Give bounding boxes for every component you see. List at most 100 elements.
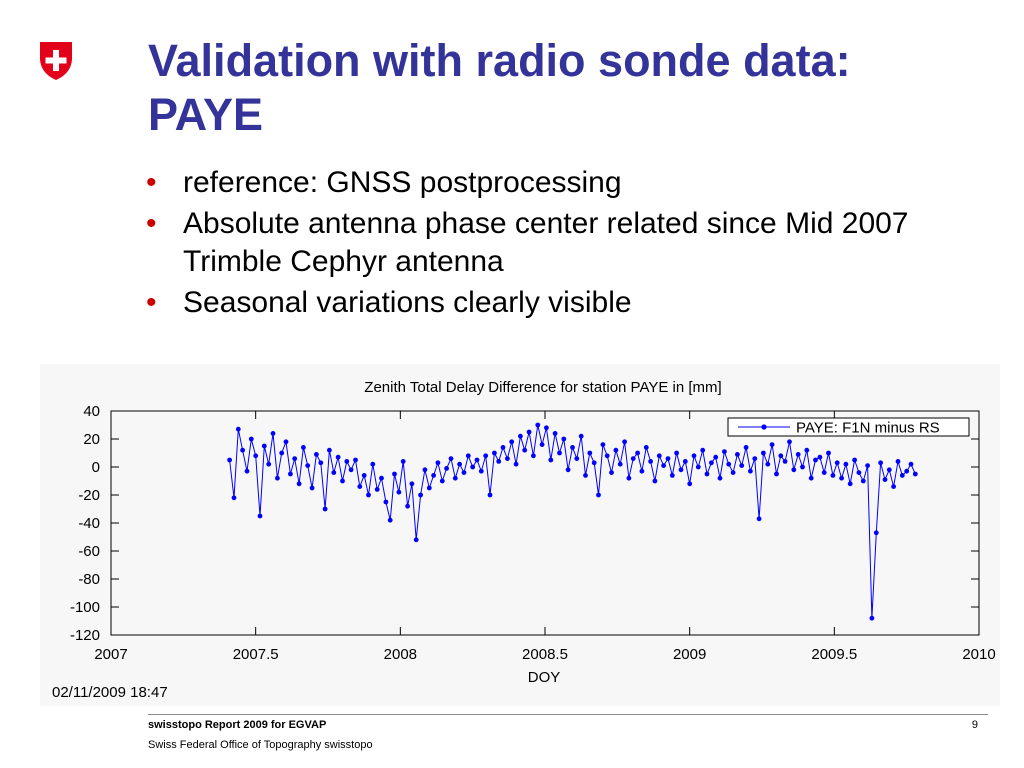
data-point bbox=[678, 467, 684, 473]
data-point bbox=[852, 457, 857, 463]
data-point bbox=[665, 456, 671, 461]
data-point bbox=[691, 453, 697, 459]
plot-timestamp: 02/11/2009 18:47 bbox=[52, 684, 168, 701]
data-point bbox=[778, 453, 784, 459]
data-point bbox=[279, 450, 285, 456]
data-point bbox=[743, 445, 749, 450]
data-point bbox=[613, 447, 619, 453]
data-point bbox=[418, 492, 423, 498]
data-point bbox=[353, 457, 358, 463]
data-point bbox=[370, 461, 376, 467]
footer-divider bbox=[148, 714, 988, 715]
swiss-cross-shield-icon bbox=[39, 41, 73, 81]
data-point bbox=[283, 439, 289, 445]
data-point bbox=[700, 447, 706, 453]
data-point bbox=[305, 463, 311, 468]
data-point bbox=[878, 460, 883, 466]
data-point bbox=[817, 454, 823, 460]
page-number: 9 bbox=[971, 719, 978, 731]
bullet-text: Absolute antenna phase center related si… bbox=[183, 207, 909, 278]
data-point bbox=[301, 445, 306, 450]
legend-box bbox=[727, 417, 970, 437]
data-point bbox=[578, 433, 584, 439]
chart-title: Zenith Total Delay Difference for statio… bbox=[364, 379, 721, 396]
data-point bbox=[782, 459, 788, 464]
data-point bbox=[387, 517, 393, 523]
data-point bbox=[448, 456, 454, 461]
y-tick-label: -100 bbox=[70, 599, 100, 616]
data-point bbox=[800, 464, 805, 470]
x-tick-label: 2007 bbox=[94, 646, 127, 663]
data-point bbox=[244, 468, 250, 474]
bullet-text: reference: GNSS postprocessing bbox=[183, 166, 622, 199]
bullet-item: Absolute antenna phase center related si… bbox=[146, 205, 953, 281]
data-point bbox=[626, 475, 632, 481]
data-point bbox=[435, 460, 441, 466]
x-tick-label: 2010 bbox=[962, 646, 995, 663]
bullet-item: Seasonal variations clearly visible bbox=[146, 284, 953, 322]
data-point bbox=[322, 506, 328, 512]
data-point bbox=[261, 443, 267, 449]
data-point bbox=[739, 463, 745, 468]
data-point bbox=[635, 450, 640, 456]
data-point bbox=[587, 450, 593, 456]
x-axis-label: DOY bbox=[528, 669, 561, 686]
data-point bbox=[674, 450, 679, 456]
bullet-icon bbox=[146, 284, 157, 322]
legend-swatch-marker bbox=[761, 424, 767, 430]
data-point bbox=[774, 471, 779, 477]
data-point bbox=[309, 485, 315, 491]
data-point bbox=[843, 461, 849, 467]
data-point bbox=[895, 459, 901, 464]
data-point bbox=[539, 442, 545, 447]
data-point bbox=[257, 513, 263, 519]
data-point bbox=[314, 452, 319, 457]
data-point bbox=[431, 473, 436, 478]
data-point bbox=[574, 456, 580, 461]
data-point bbox=[374, 487, 380, 492]
data-point bbox=[357, 484, 363, 489]
data-point bbox=[331, 470, 337, 475]
data-point bbox=[361, 473, 367, 478]
data-point bbox=[288, 471, 293, 477]
data-point bbox=[912, 471, 918, 477]
data-point bbox=[296, 481, 302, 487]
data-point bbox=[839, 475, 844, 481]
data-point bbox=[270, 431, 276, 436]
data-series bbox=[227, 422, 918, 621]
y-tick-label: -40 bbox=[78, 515, 100, 532]
bullet-icon bbox=[146, 205, 157, 243]
data-point bbox=[531, 453, 536, 459]
bullet-item: reference: GNSS postprocessing bbox=[146, 164, 953, 202]
data-point bbox=[487, 492, 493, 498]
data-point bbox=[335, 454, 341, 460]
data-point bbox=[873, 530, 879, 536]
data-point bbox=[661, 463, 666, 468]
data-point bbox=[596, 492, 601, 498]
footer-organization: Swiss Federal Office of Topography swiss… bbox=[148, 739, 373, 751]
data-point bbox=[748, 468, 753, 474]
data-point bbox=[470, 464, 476, 470]
data-point bbox=[492, 450, 497, 456]
data-point bbox=[787, 439, 792, 445]
data-point bbox=[405, 503, 410, 509]
data-point bbox=[860, 478, 866, 484]
data-point bbox=[804, 447, 810, 453]
data-point bbox=[348, 467, 354, 473]
data-point bbox=[591, 460, 597, 466]
data-point bbox=[652, 478, 658, 484]
data-point bbox=[518, 433, 523, 439]
data-point bbox=[830, 473, 836, 478]
data-point bbox=[444, 466, 449, 471]
bullet-icon bbox=[146, 164, 157, 202]
zenith-delay-chart: Zenith Total Delay Difference for statio… bbox=[52, 379, 996, 701]
data-point bbox=[808, 475, 814, 481]
data-point bbox=[834, 460, 840, 466]
data-point bbox=[366, 492, 371, 498]
data-point bbox=[509, 439, 515, 445]
data-point bbox=[904, 468, 910, 474]
data-point bbox=[908, 461, 914, 467]
data-point bbox=[552, 431, 558, 436]
data-point bbox=[704, 471, 710, 477]
data-point bbox=[795, 452, 801, 457]
